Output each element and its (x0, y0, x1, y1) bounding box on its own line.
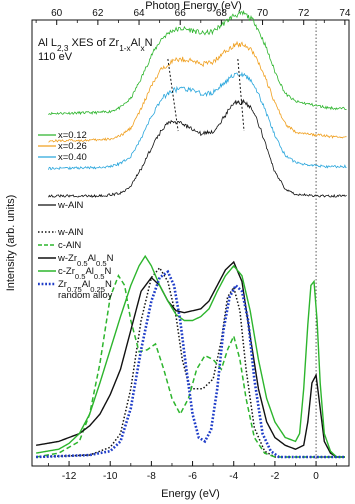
top-tick-label: 64 (133, 8, 145, 19)
legend-bottom-label: Zr0.75Al0.25N (58, 279, 112, 294)
top-tick-label: 70 (257, 8, 269, 19)
x-tick-label: -10 (103, 471, 118, 482)
legend-bottom-label-part: Al (88, 253, 96, 264)
calc-series-c-zr0-5al0-5n (35, 254, 345, 458)
calc-series-w-zr0-5al0-5n (35, 260, 345, 458)
legend-bottom-label-part: w-Zr (57, 253, 77, 264)
legend-bottom-label: c-AlN (58, 240, 81, 251)
annotation-part: Al (131, 37, 141, 49)
y-axis-label: Intensity (arb. units) (5, 195, 17, 292)
calc-series-c-aln (35, 273, 345, 458)
x-tick-label: 0 (313, 471, 319, 482)
top-tick-label: 60 (51, 8, 63, 19)
legend-bottom-label-part: 0.5 (94, 272, 105, 281)
top-tick-label: 72 (298, 8, 310, 19)
annotation-part: XES of Zr (68, 37, 119, 49)
annotation-part: 1-x (119, 44, 131, 53)
annotation-part: N (145, 37, 153, 49)
annotation-part: 2,3 (57, 44, 69, 53)
x-tick-label: -12 (62, 471, 77, 482)
sample-annotation: Al L2,3 XES of Zr1-xAlxN (38, 37, 153, 53)
legend-bottom-label-part: 0.75 (67, 285, 82, 294)
legend-top-label: x=0.12 (58, 130, 87, 141)
excitation-energy-label: 110 eV (38, 51, 73, 63)
legend-bottom-label-part: c-Zr (58, 266, 75, 277)
top-tick-label: 66 (175, 8, 187, 19)
legend-bottom-label-part: N (105, 279, 112, 290)
legend-bottom-label: w-AlN (57, 227, 83, 238)
legend-bottom-label-part: 0.5 (75, 272, 86, 281)
exp-series-w-aln (48, 98, 347, 199)
legend-top-label: x=0.40 (58, 152, 87, 163)
legend-bottom-label-part: 0.5 (96, 259, 107, 268)
legend-bottom-label-part: N (104, 266, 111, 277)
exp-series-x-0-26 (48, 40, 347, 143)
legend-bottom-label-part: w-AlN (57, 227, 83, 238)
x-axis-label: Energy (eV) (161, 488, 220, 500)
plot-frame (31, 19, 350, 467)
top-tick-label: 68 (216, 8, 228, 19)
exp-series-x-0-12 (48, 9, 347, 116)
x-tick-label: -2 (270, 471, 279, 482)
top-axis-label: Photon Energy (eV) (145, 0, 242, 12)
legend-bottom-label-part: 0.25 (90, 285, 105, 294)
legend-random-alloy-label: random alloy (58, 290, 113, 301)
legend-waln-label: w-AlN (57, 200, 83, 211)
annotation-part: Al L (38, 37, 57, 49)
top-tick-label: 62 (92, 8, 104, 19)
x-tick-label: -4 (229, 471, 238, 482)
legend-bottom-label-part: Zr (58, 279, 67, 290)
top-tick-label: 74 (339, 8, 351, 19)
x-tick-label: -6 (188, 471, 197, 482)
legend-bottom-label: c-Zr0.5Al0.5N (58, 266, 111, 281)
x-tick-label: -8 (147, 471, 156, 482)
legend-top-label: x=0.26 (58, 141, 87, 152)
exp-series-x-0-40 (48, 71, 347, 171)
legend-bottom-label-part: N (107, 253, 114, 264)
legend-bottom-label-part: 0.5 (77, 259, 88, 268)
calc-series-zr0-75al0-25n-random-alloy (36, 269, 345, 459)
peak-marker-line (167, 58, 179, 132)
legend-bottom-label-part: c-AlN (58, 240, 81, 251)
legend-bottom-label-part: Al (82, 279, 90, 290)
annotation-part: x (140, 44, 145, 53)
peak-marker-line (237, 58, 245, 132)
legend-bottom-label: w-Zr0.5Al0.5N (57, 253, 114, 268)
legend-bottom-label-part: Al (85, 266, 93, 277)
